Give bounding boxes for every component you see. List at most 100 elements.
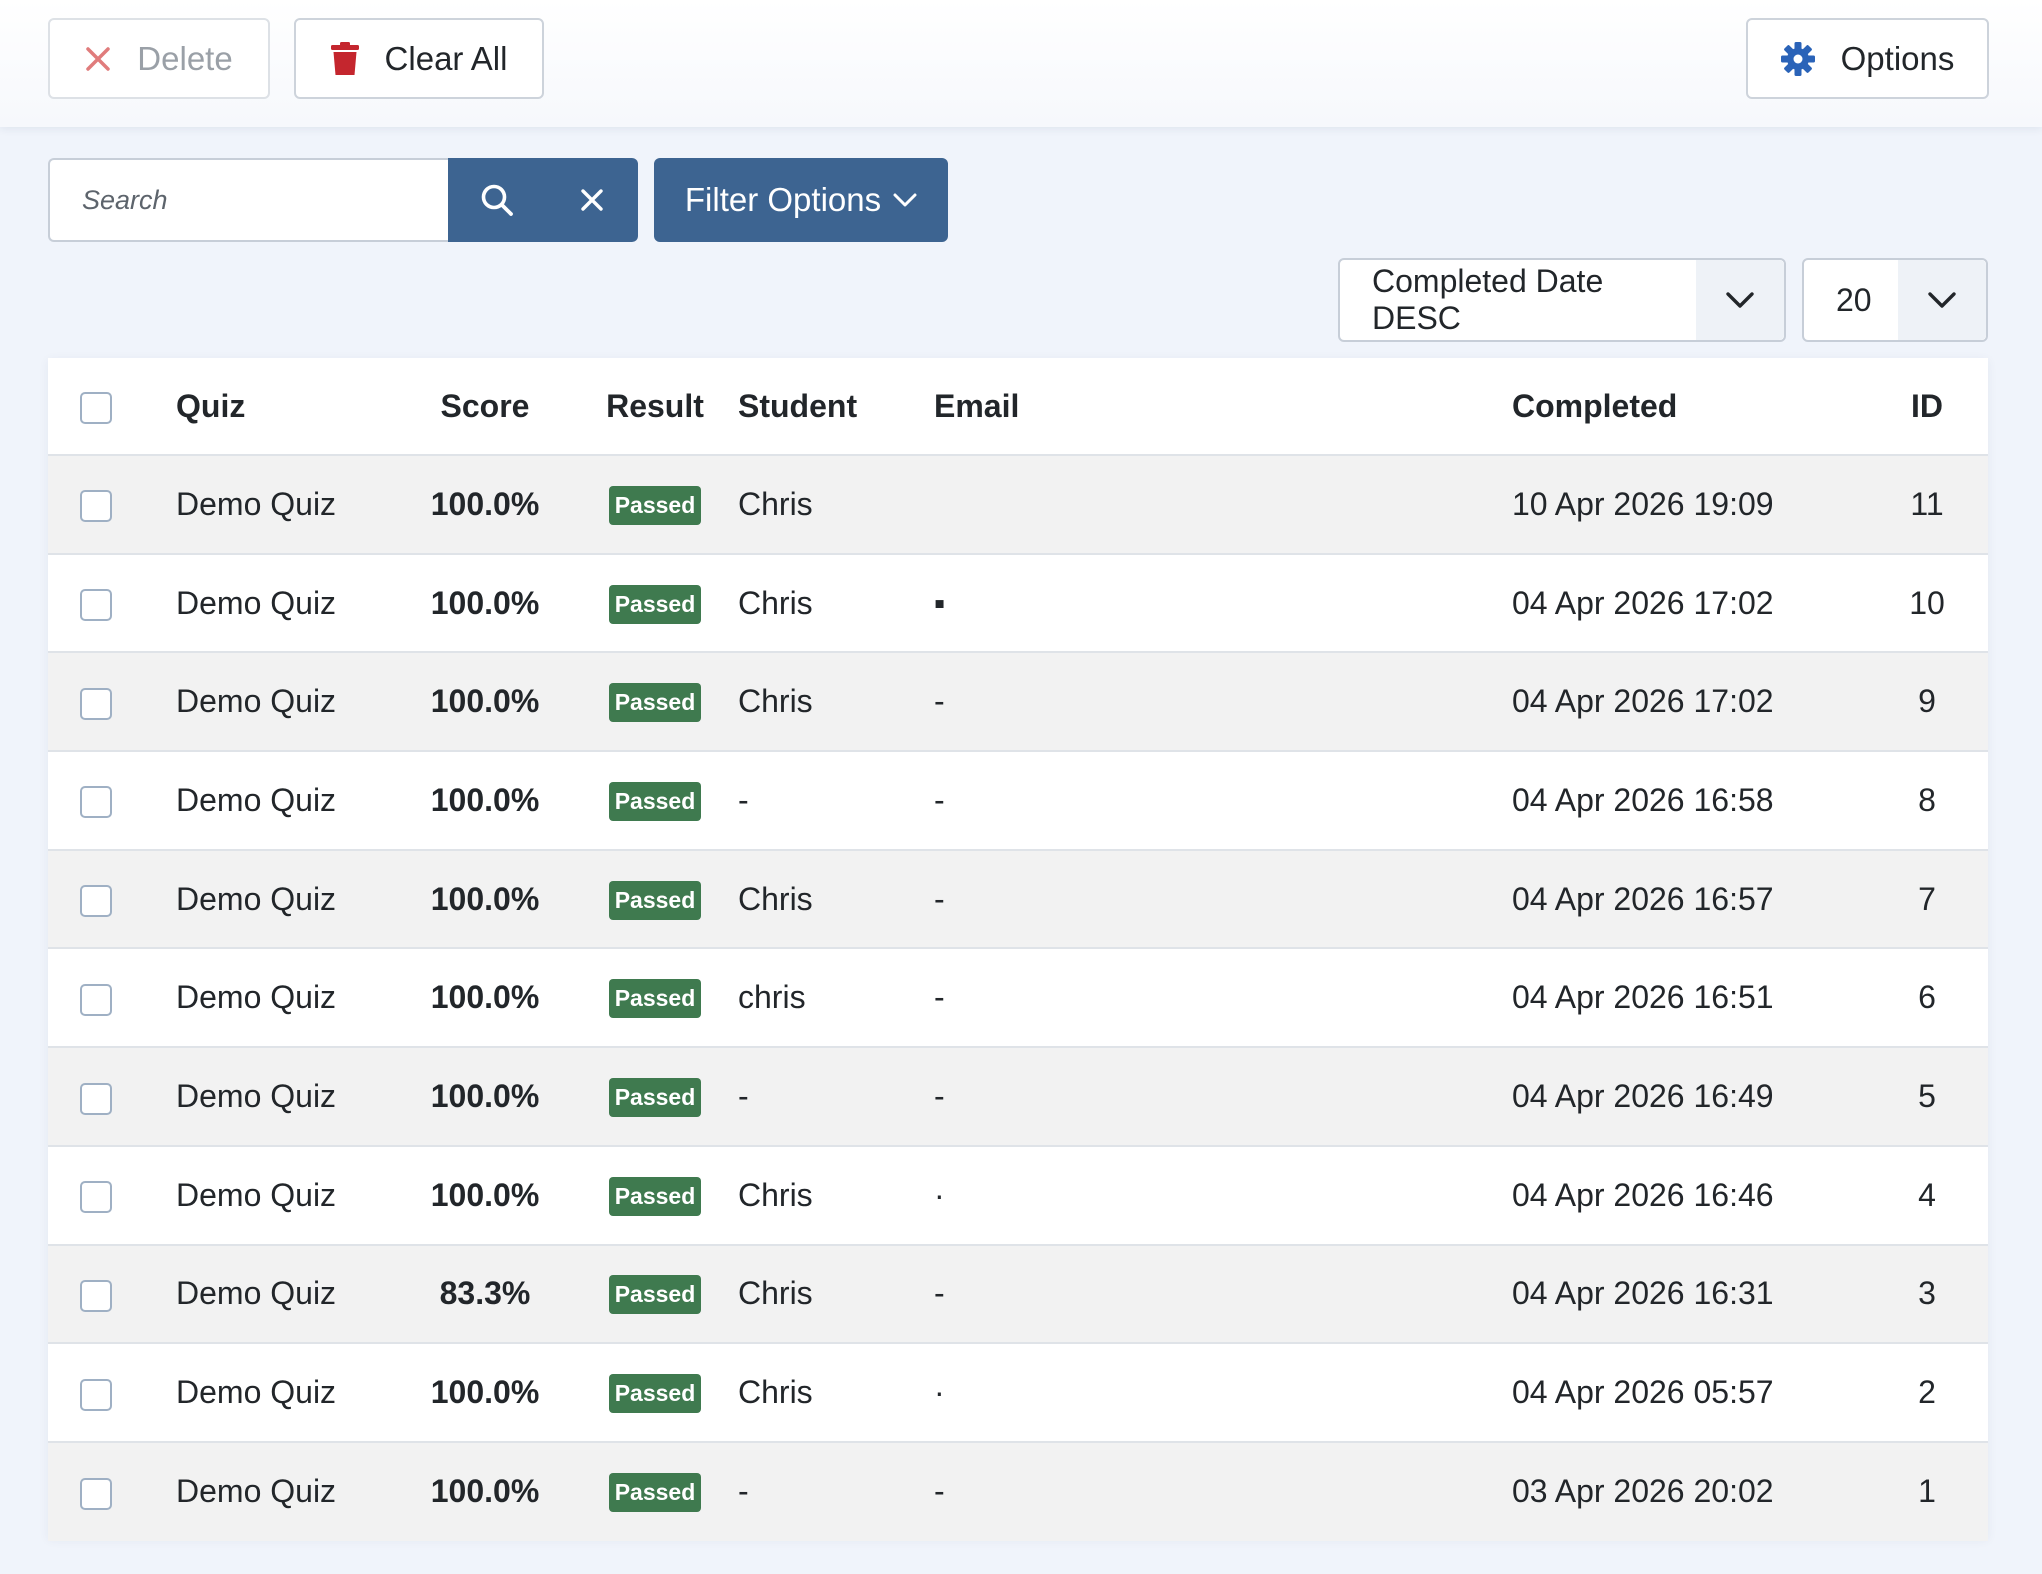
- cell-score: 100.0%: [430, 781, 540, 818]
- cell-completed: 04 Apr 2026 16:58: [1512, 781, 1774, 818]
- column-header-score[interactable]: Score: [440, 387, 530, 424]
- table-row[interactable]: Demo Quiz 100.0% Passed Chris - 04 Apr 2026 1…: [48, 652, 1988, 752]
- row-checkbox[interactable]: [80, 1082, 112, 1115]
- limit-select[interactable]: 20: [1802, 258, 1988, 342]
- table-row[interactable]: Demo Quiz 100.0% Passed - -04 Apr 2026 16:49…: [48, 1047, 1988, 1146]
- table-row[interactable]: Demo Quiz 100.0% Passed chris - 04 Apr 2026 1…: [48, 948, 1988, 1047]
- sort-select-value: Completed Date DESC: [1372, 263, 1604, 336]
- cell-completed: 04 Apr 2026 16:51: [1512, 979, 1774, 1016]
- delete-button-label: Delete: [137, 39, 233, 77]
- table-row[interactable]: Demo Quiz 100.0% Passed Chris · 04 Apr 2026 0…: [48, 1343, 1988, 1442]
- cell-score: 100.0%: [430, 1077, 540, 1114]
- table-row[interactable]: Demo Quiz 100.0% Passed - -03 Apr 2026 20:02…: [48, 1441, 1988, 1541]
- row-checkbox[interactable]: [80, 1279, 112, 1312]
- cell-email: ▪: [934, 584, 946, 621]
- cell-completed: 04 Apr 2026 05:57: [1512, 1374, 1774, 1411]
- cell-id: 10: [1909, 584, 1945, 621]
- row-checkbox[interactable]: [80, 983, 112, 1016]
- cell-result: Passed: [572, 948, 738, 1047]
- cell-result: Passed: [572, 1442, 738, 1541]
- cell-quiz[interactable]: Demo Quiz: [176, 880, 337, 917]
- table-row[interactable]: Demo Quiz 100.0% Passed Chris - 04 Apr 2026 1…: [48, 849, 1988, 949]
- row-checkbox[interactable]: [80, 1378, 112, 1411]
- cell-completed: 10 Apr 2026 19:09: [1512, 485, 1774, 522]
- result-badge: Passed: [608, 683, 702, 723]
- table-row[interactable]: Demo Quiz 100.0% Passed Chris ▪ 04 Apr 2026 1…: [48, 553, 1988, 653]
- table-row[interactable]: Demo Quiz 100.0% Passed Chris · 04 Apr 2026 1…: [48, 1145, 1988, 1245]
- cell-id: 8: [1918, 781, 1936, 818]
- chevron-down-icon: [893, 192, 917, 208]
- row-checkbox[interactable]: [80, 786, 112, 819]
- cell-quiz[interactable]: Demo Quiz: [176, 781, 337, 818]
- row-checkbox[interactable]: [80, 1181, 112, 1214]
- cell-quiz[interactable]: Demo Quiz: [176, 979, 337, 1016]
- cell-score: 100.0%: [430, 979, 540, 1016]
- search-group: [48, 158, 638, 242]
- cell-result: Passed: [572, 554, 738, 653]
- result-badge: Passed: [608, 1176, 702, 1216]
- select-all-checkbox[interactable]: [80, 392, 112, 425]
- cell-quiz[interactable]: Demo Quiz: [176, 683, 337, 720]
- column-header-quiz[interactable]: Quiz: [176, 387, 246, 424]
- cell-email: -: [934, 1473, 945, 1510]
- cell-quiz[interactable]: Demo Quiz: [176, 1077, 337, 1114]
- toolbar: Delete Clear All: [0, 0, 2042, 127]
- clear-all-button[interactable]: Clear All: [294, 18, 544, 99]
- filter-options-button[interactable]: Filter Options: [654, 158, 948, 242]
- cell-email: [934, 455, 1512, 554]
- delete-button[interactable]: Delete: [48, 18, 270, 99]
- search-input[interactable]: [48, 158, 448, 242]
- gear-icon: [1780, 41, 1815, 76]
- filter-options-label: Filter Options: [684, 181, 882, 218]
- row-checkbox[interactable]: [80, 490, 112, 523]
- cell-id: 3: [1918, 1275, 1936, 1312]
- sort-select[interactable]: Completed Date DESC: [1338, 258, 1786, 342]
- column-header-result[interactable]: Result: [606, 387, 704, 424]
- clear-search-button[interactable]: [546, 158, 638, 242]
- table-header-row: Quiz Score Result Student Email Complete…: [48, 358, 1988, 455]
- row-checkbox[interactable]: [80, 589, 112, 622]
- cell-student: Chris: [738, 485, 813, 522]
- cell-completed: 04 Apr 2026 16:46: [1512, 1176, 1774, 1213]
- search-button[interactable]: [448, 158, 546, 242]
- table-row[interactable]: Demo Quiz 100.0% Passed Chris 10 Apr 2026 19…: [48, 455, 1988, 554]
- result-badge: Passed: [608, 1473, 702, 1513]
- column-header-id[interactable]: ID: [1911, 387, 1943, 424]
- result-badge: Passed: [608, 1275, 702, 1315]
- column-header-student[interactable]: Student: [738, 387, 858, 424]
- clear-all-button-label: Clear All: [384, 39, 508, 77]
- cell-quiz[interactable]: Demo Quiz: [176, 485, 337, 522]
- limit-select-value: 20: [1836, 281, 1872, 318]
- chevron-down-icon: [1696, 260, 1784, 340]
- cell-score: 100.0%: [430, 584, 540, 621]
- cell-student: Chris: [738, 880, 813, 917]
- cell-email: -: [934, 683, 945, 720]
- column-header-email[interactable]: Email: [934, 387, 1020, 424]
- cell-score: 83.3%: [439, 1275, 531, 1312]
- options-button[interactable]: Options: [1746, 18, 1989, 99]
- cell-quiz[interactable]: Demo Quiz: [176, 1275, 337, 1312]
- cell-score: 100.0%: [430, 683, 540, 720]
- table-row[interactable]: Demo Quiz 100.0% Passed - -04 Apr 2026 16:58…: [48, 751, 1988, 850]
- cell-quiz[interactable]: Demo Quiz: [176, 584, 337, 621]
- table-row[interactable]: Demo Quiz 83.3% Passed Chris - 04 Apr 2026 16…: [48, 1244, 1988, 1344]
- row-checkbox[interactable]: [80, 885, 112, 918]
- row-checkbox[interactable]: [80, 687, 112, 720]
- cell-id: 4: [1918, 1176, 1936, 1213]
- cell-student: chris: [738, 979, 806, 1016]
- cell-id: 9: [1918, 683, 1936, 720]
- search-icon: [480, 183, 514, 217]
- cell-quiz[interactable]: Demo Quiz: [176, 1176, 337, 1213]
- row-checkbox[interactable]: [80, 1477, 112, 1510]
- cell-quiz[interactable]: Demo Quiz: [176, 1473, 337, 1510]
- cell-id: 7: [1918, 880, 1936, 917]
- column-header-completed[interactable]: Completed: [1512, 387, 1678, 424]
- cell-quiz[interactable]: Demo Quiz: [176, 1374, 337, 1411]
- cell-student: Chris: [738, 1275, 813, 1312]
- options-button-label: Options: [1840, 39, 1955, 77]
- cell-email: -: [934, 1077, 945, 1114]
- cell-result: Passed: [572, 652, 738, 751]
- result-badge: Passed: [608, 979, 702, 1019]
- result-badge: Passed: [608, 1374, 702, 1414]
- cell-email: ·: [934, 1176, 945, 1213]
